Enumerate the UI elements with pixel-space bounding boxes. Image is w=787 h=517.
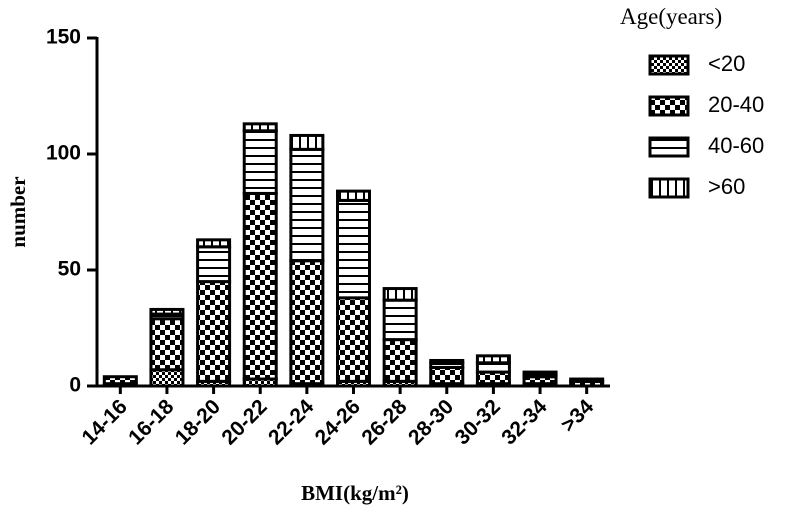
bar-segment: [242, 191, 278, 381]
x-tick-label: 32-34: [497, 395, 551, 449]
x-axis-label: BMI(kg/m²): [301, 481, 409, 505]
bar-segment: [429, 358, 465, 365]
bar-segment: [336, 198, 371, 300]
x-tick-label: 16-18: [124, 395, 178, 449]
bar-segment: [242, 122, 278, 133]
bar-segment: [289, 133, 325, 151]
legend-label: <20: [708, 51, 745, 76]
legend-swatch: [648, 177, 690, 199]
bar-segment: [149, 368, 185, 388]
x-tick-label: 30-32: [451, 395, 505, 449]
bar-segment: [429, 365, 465, 386]
bar-segment: [382, 298, 418, 342]
legend-swatch: [648, 54, 690, 76]
bar-segment: [522, 370, 558, 376]
bar-segment: [382, 338, 418, 383]
bar-segment: [382, 287, 418, 302]
legend-title: Age(years): [620, 4, 722, 29]
bar-segment: [196, 238, 232, 249]
legend-label: 20-40: [708, 92, 764, 117]
y-tick-label: 150: [46, 26, 81, 49]
bar-segment: [102, 375, 138, 386]
bar-segment: [475, 370, 511, 386]
bar-segment: [336, 189, 371, 202]
bar-segment: [242, 129, 278, 195]
bar-segment: [196, 280, 232, 383]
y-tick-label: 50: [58, 258, 81, 281]
bar-segment: [569, 377, 605, 383]
legend-label: 40-60: [708, 133, 764, 158]
bar-segment: [475, 354, 511, 365]
bar-segment: [149, 307, 185, 316]
y-axis-label: number: [6, 176, 30, 247]
y-tick-label: 0: [69, 374, 81, 397]
x-tick-label: 14-16: [78, 395, 132, 449]
bar-segment: [149, 317, 185, 372]
legend-label: >60: [708, 174, 745, 199]
bar-segment: [289, 147, 325, 263]
x-tick-label: 18-20: [171, 395, 225, 449]
x-tick-label: 26-28: [357, 395, 411, 449]
bar-segment: [336, 296, 371, 383]
bar-segment: [289, 259, 325, 386]
x-tick-label: 22-24: [264, 395, 318, 449]
bar-segment: [196, 245, 232, 284]
x-tick-label: 20-22: [217, 395, 271, 449]
legend-swatch: [648, 136, 690, 158]
x-tick-label: 24-26: [311, 395, 365, 449]
legend-swatch: [648, 95, 690, 117]
x-tick-label: 28-30: [404, 395, 458, 449]
x-tick-label: >34: [557, 395, 599, 437]
y-tick-label: 100: [46, 142, 81, 165]
